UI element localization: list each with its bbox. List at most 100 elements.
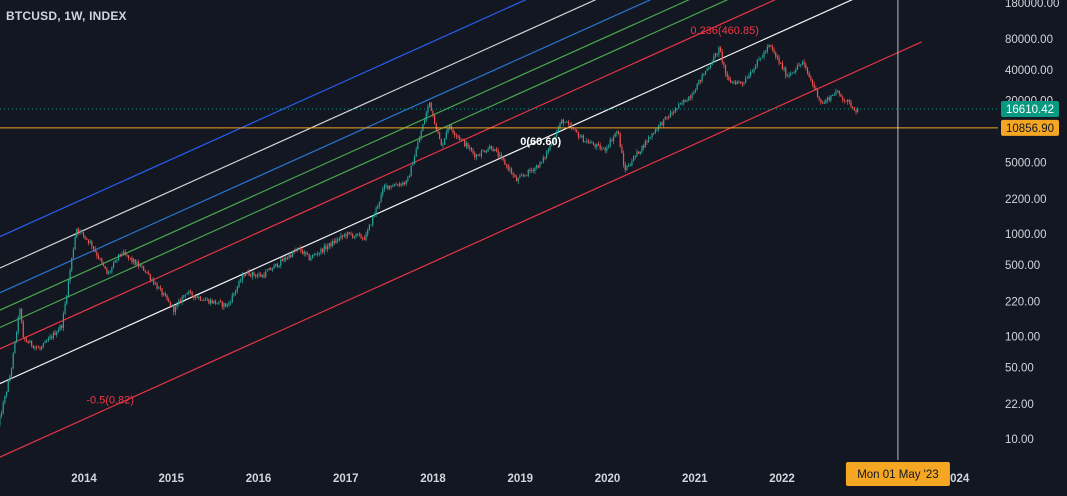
candle-body [698, 80, 699, 84]
candle-body [141, 266, 142, 267]
candle-body [6, 392, 7, 396]
candle-body [536, 166, 537, 168]
candle-body [524, 175, 525, 176]
candle [638, 151, 639, 154]
candle-body [690, 97, 691, 98]
x-tick-label: 2022 [769, 473, 795, 485]
y-tick-label: 1000.00 [1005, 229, 1047, 241]
candle-body [257, 275, 258, 276]
candle-body [417, 143, 418, 150]
candle-body [743, 82, 744, 83]
candle-body [294, 251, 295, 252]
candle-body [646, 141, 647, 142]
candle-body [583, 136, 584, 143]
candle-body [427, 106, 428, 113]
candle-body [163, 294, 164, 295]
candle [292, 251, 293, 258]
candle-body [722, 52, 723, 62]
candle-body [342, 235, 343, 236]
candle-body [432, 111, 433, 115]
y-tick-label: 180000.00 [1005, 0, 1059, 10]
candle [76, 228, 77, 238]
candle-body [814, 84, 815, 88]
y-tick-label: 50.00 [1005, 362, 1034, 374]
candle-body [621, 147, 622, 153]
candle-body [832, 95, 833, 96]
candle-body [76, 229, 77, 237]
candle-body [790, 73, 791, 75]
candle-body [436, 124, 437, 130]
candle-body [454, 133, 455, 135]
candle-body [364, 238, 365, 240]
candle-body [320, 249, 321, 253]
candle-body [103, 263, 104, 266]
x-tick-label: 2014 [71, 473, 97, 485]
candle-body [324, 246, 325, 252]
candle-body [319, 253, 320, 254]
candle-body [227, 305, 228, 306]
candle-body [215, 301, 216, 304]
candle-body [245, 274, 246, 276]
candle-body [29, 341, 30, 343]
candle-body [235, 291, 236, 293]
candle-body [738, 82, 739, 83]
candle-body [93, 246, 94, 249]
candle-body [125, 252, 126, 255]
candle-body [14, 342, 15, 354]
candle-body [737, 82, 738, 84]
candle-body [635, 156, 636, 157]
candle-body [198, 297, 199, 298]
candle-body [285, 258, 286, 259]
candle-body [248, 271, 249, 275]
candle-body [69, 270, 70, 280]
candle-body [131, 258, 132, 262]
x-tick-label: 2021 [682, 473, 708, 485]
candle-body [416, 149, 417, 156]
candle-body [314, 254, 315, 255]
candle-body [852, 107, 853, 108]
candle-body [230, 302, 231, 303]
candle-body [467, 143, 468, 148]
candle-body [845, 101, 846, 102]
candle-body [476, 155, 477, 157]
candle-body [477, 155, 478, 156]
candle-body [613, 137, 614, 141]
candle-body [745, 79, 746, 83]
candle-body [767, 47, 768, 52]
candle-body [190, 291, 191, 292]
candle-body [34, 347, 35, 348]
candle-body [529, 170, 530, 171]
candle-body [26, 340, 27, 342]
candle-body [106, 269, 107, 274]
candle-body [345, 235, 346, 237]
candle-body [768, 45, 769, 47]
candle-body [685, 100, 686, 102]
candle-body [708, 68, 709, 69]
candle-body [740, 82, 741, 83]
candle-body [24, 337, 25, 339]
candle-body [83, 232, 84, 235]
candle-body [133, 259, 134, 261]
candle [23, 320, 24, 338]
candle-body [585, 141, 586, 142]
candle-body [367, 230, 368, 234]
candle-body [86, 238, 87, 240]
candle-body [559, 123, 560, 128]
candle [685, 100, 686, 102]
candle-body [625, 165, 626, 171]
candle-body [636, 151, 637, 155]
candle-body [733, 81, 734, 82]
candle-body [267, 271, 268, 272]
candle-body [452, 129, 453, 132]
candle-body [750, 72, 751, 76]
candle-body [412, 164, 413, 165]
candle-body [707, 69, 708, 71]
candle-body [434, 115, 435, 124]
y-tick-label: 5000.00 [1005, 157, 1047, 169]
candle-body [573, 128, 574, 129]
candle-body [712, 63, 713, 65]
candle-body [399, 184, 400, 186]
candle-body [605, 148, 606, 150]
